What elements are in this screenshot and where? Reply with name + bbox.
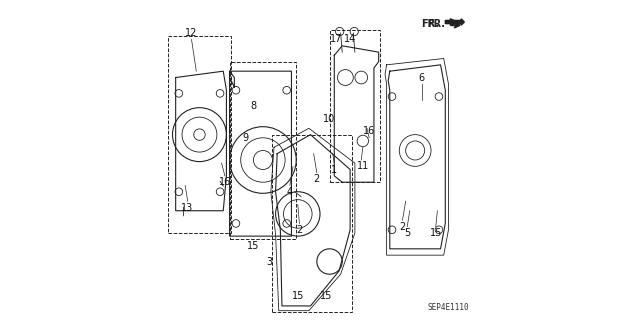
Text: 1: 1	[332, 164, 337, 174]
Text: 16: 16	[219, 177, 231, 187]
Text: FR.: FR.	[428, 19, 445, 29]
Text: 13: 13	[180, 203, 193, 212]
Text: 15: 15	[429, 228, 442, 238]
Text: 2: 2	[296, 225, 303, 235]
Text: 11: 11	[356, 161, 369, 171]
Text: 10: 10	[323, 114, 335, 124]
Text: 14: 14	[344, 35, 356, 44]
Polygon shape	[445, 19, 465, 25]
Text: FR.: FR.	[421, 19, 439, 29]
Text: 15: 15	[292, 292, 304, 301]
Text: 9: 9	[243, 133, 248, 143]
Text: 3: 3	[266, 257, 272, 267]
Text: 5: 5	[404, 228, 410, 238]
Text: 4: 4	[287, 187, 293, 197]
Text: 2: 2	[399, 222, 406, 232]
Text: SEP4E1110: SEP4E1110	[428, 303, 469, 312]
Text: 17: 17	[330, 35, 342, 44]
Text: 8: 8	[250, 101, 257, 111]
Text: 15: 15	[247, 241, 260, 251]
Text: 12: 12	[186, 28, 198, 38]
Text: 2: 2	[314, 174, 320, 184]
Text: 15: 15	[320, 292, 333, 301]
Text: 16: 16	[363, 126, 375, 136]
Text: 6: 6	[419, 73, 424, 83]
